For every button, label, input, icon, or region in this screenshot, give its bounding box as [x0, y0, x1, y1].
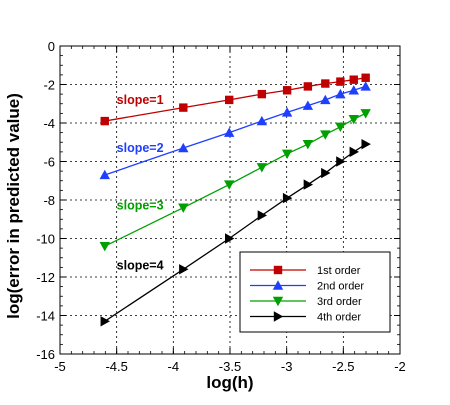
y-tick-label: -16 [36, 347, 55, 362]
annotations: slope=1 slope=2 slope=3 slope=4 [117, 93, 164, 273]
x-tick-label: -4 [168, 359, 180, 374]
series-4 [100, 138, 371, 327]
slope-annotation: slope=1 [117, 93, 164, 107]
data-point [302, 100, 314, 110]
legend-entry: 1st order [250, 265, 361, 277]
y-tick-label: -10 [36, 232, 55, 247]
legend-label: 3rd order [317, 296, 362, 308]
series-3 [99, 109, 371, 252]
data-point [360, 109, 371, 119]
data-point [99, 242, 110, 252]
data-point [361, 138, 371, 150]
legend-box [239, 251, 391, 333]
data-point [256, 163, 268, 173]
data-point [361, 73, 370, 82]
slope-annotation: slope=2 [117, 141, 164, 155]
data-point [225, 95, 234, 105]
y-tick-label: -12 [36, 270, 55, 285]
x-tick-label: -4.5 [105, 359, 127, 374]
data-point [349, 75, 358, 84]
data-point [348, 85, 359, 95]
data-point [303, 82, 313, 91]
legend-label: 4th order [317, 312, 361, 324]
data-point [302, 139, 314, 150]
series-1 [100, 73, 370, 126]
legend-entry: 4th order [250, 311, 361, 324]
data-point [281, 149, 293, 159]
data-point [224, 127, 235, 137]
data-point [100, 116, 109, 126]
legend-marker [273, 265, 283, 275]
x-tick-label: -3.5 [219, 359, 241, 374]
legend-label: 1st order [317, 265, 361, 277]
x-tick-label: -2.5 [332, 359, 354, 374]
data-point [99, 169, 110, 180]
y-tick-label: -8 [43, 193, 55, 208]
y-axis-label: log(error in predicted value) [4, 93, 23, 319]
data-point [303, 179, 314, 190]
series-line [104, 112, 366, 247]
legend-entry: 3rd order [250, 296, 362, 308]
slope-annotation: slope=3 [117, 199, 164, 213]
legend-label: 2nd order [317, 281, 364, 293]
data-point [256, 115, 268, 126]
series-layer [99, 73, 371, 327]
data-point [335, 122, 346, 133]
data-point [320, 130, 331, 140]
x-tick-label: -2 [394, 359, 406, 374]
series-2 [99, 81, 371, 180]
data-point [336, 77, 345, 86]
data-point [179, 103, 188, 112]
data-point [349, 146, 359, 158]
y-tick-label: -6 [43, 155, 55, 170]
x-tick-label: -5 [54, 359, 66, 374]
data-point [282, 86, 292, 95]
slope-annotation: slope=4 [117, 258, 164, 272]
axis-ticks: -5 -4.5 -4 -3.5 -3 -2.5 -2 0 -2 -4 -6 -8 -10 -12 -14 -1… [36, 39, 406, 374]
x-tick-label: -3 [281, 359, 293, 374]
legend-marker [272, 280, 284, 290]
data-point [282, 192, 293, 204]
data-point [257, 89, 267, 99]
series-line [104, 77, 366, 122]
data-point [348, 114, 359, 125]
data-point [321, 79, 330, 88]
y-tick-label: -4 [43, 116, 55, 131]
legend-entry: 2nd order [250, 280, 364, 293]
data-point [281, 107, 293, 117]
data-point [100, 316, 110, 327]
data-point [335, 88, 346, 99]
y-tick-label: 0 [48, 39, 55, 54]
legend-marker [273, 311, 284, 322]
legend-marker [272, 296, 284, 307]
data-point [225, 233, 235, 244]
data-point [321, 167, 331, 179]
data-point [178, 203, 189, 213]
y-tick-label: -2 [43, 78, 55, 93]
data-point [257, 210, 268, 221]
data-point [360, 81, 371, 91]
series-line [104, 143, 367, 322]
data-point [320, 94, 331, 105]
x-axis-label: log(h) [206, 373, 253, 392]
y-tick-label: -14 [36, 309, 55, 324]
data-point [224, 180, 235, 190]
legend: 1st order 2nd order 3rd order 4th order [239, 251, 391, 333]
data-point [178, 142, 189, 153]
data-point [179, 264, 189, 275]
series-line [104, 85, 366, 176]
data-point [336, 156, 346, 167]
